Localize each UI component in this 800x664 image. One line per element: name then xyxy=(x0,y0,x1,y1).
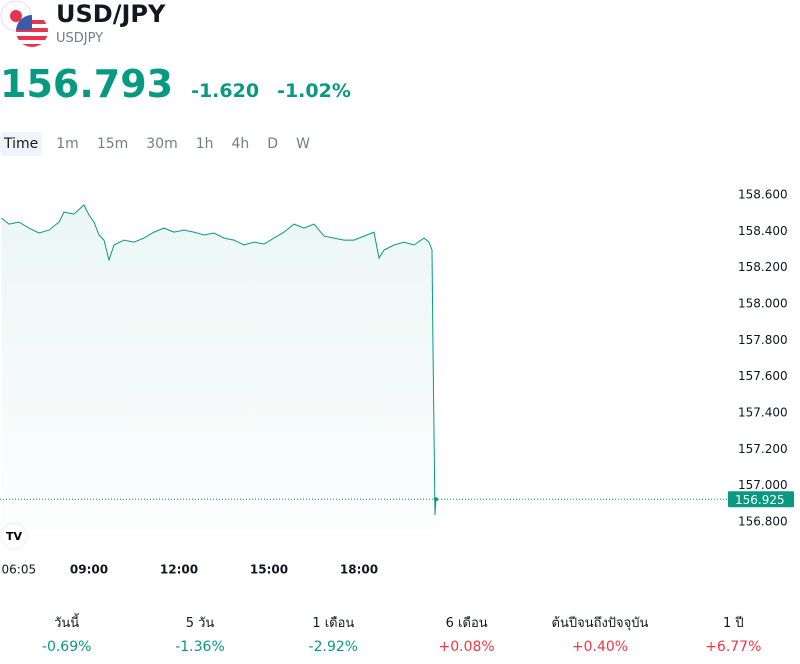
price: 156.793 xyxy=(0,62,174,106)
period-label: 5 วัน xyxy=(185,616,215,631)
interval-tab[interactable]: 1h xyxy=(195,136,214,152)
performance: วันนี้ -0.69% 5 วัน -1.36% 1 เดือน -2.92% 6 เด… xyxy=(0,612,800,655)
chart: TV 156.800 157.000 157.200 157.400 157.600 15… xyxy=(0,188,794,577)
interval-tab[interactable]: Time xyxy=(0,132,43,156)
period-change: -0.69% xyxy=(41,639,92,655)
y-tick-label: 158.200 xyxy=(738,260,788,274)
x-tick-label: 15:00 xyxy=(250,563,288,577)
symbol-code: USDJPY xyxy=(56,31,104,46)
y-tick-label: 156.800 xyxy=(738,515,788,529)
period-change: -1.36% xyxy=(175,639,225,655)
performance-cell[interactable]: 6 เดือน +0.08% xyxy=(400,612,533,655)
x-tick-label: 12:00 xyxy=(160,563,198,577)
period-change: +0.40% xyxy=(571,639,629,655)
y-tick-label: 157.200 xyxy=(738,442,788,456)
area-fill xyxy=(1,205,436,530)
y-tick-label: 158.000 xyxy=(738,297,788,311)
interval-tab[interactable]: 1m xyxy=(56,136,79,152)
period-label: ต้นปีจนถึงปัจจุบัน xyxy=(551,616,649,631)
y-tick-label: 157.800 xyxy=(738,333,788,347)
period-change: -2.92% xyxy=(308,639,359,655)
y-tick-label: 157.000 xyxy=(738,478,788,492)
last-price-label: 156.925 xyxy=(735,493,785,507)
interval-tab[interactable]: D xyxy=(267,136,279,152)
interval-tab[interactable]: 30m xyxy=(146,136,178,152)
interval-tab[interactable]: 15m xyxy=(96,136,129,152)
change: -1.620 xyxy=(191,80,260,102)
period-label: 6 เดือน xyxy=(445,616,488,631)
flag-icons xyxy=(0,0,48,47)
y-tick-label: 157.400 xyxy=(738,406,788,420)
period-change: +6.77% xyxy=(705,639,762,655)
x-tick-label: 09:00 xyxy=(70,563,108,577)
symbol-title: USD/JPY xyxy=(56,0,166,28)
y-tick-label: 158.600 xyxy=(738,188,788,202)
performance-cell[interactable]: 1 เดือน -2.92% xyxy=(267,612,400,655)
interval-tabs: Time 1m 15m 30m 1h 4h D W xyxy=(0,132,324,156)
period-label: 1 เดือน xyxy=(312,616,355,631)
y-tick-label: 157.600 xyxy=(738,369,788,383)
period-label: 1 ปี xyxy=(722,616,744,631)
performance-cell[interactable]: 5 วัน -1.36% xyxy=(133,612,266,655)
last-price-tag xyxy=(728,491,794,508)
x-tick-label: 18:00 xyxy=(340,563,378,577)
performance-cell[interactable]: วันนี้ -0.69% xyxy=(0,612,133,655)
y-tick-label: 158.400 xyxy=(738,224,788,238)
x-tick-label: 06:05 xyxy=(2,563,37,577)
interval-tab[interactable]: W xyxy=(296,136,310,152)
performance-cell[interactable]: 1 ปี +6.77% xyxy=(667,612,800,655)
interval-tab[interactable]: 4h xyxy=(231,136,250,152)
svg-text:TV: TV xyxy=(6,530,23,543)
period-change: +0.08% xyxy=(438,639,495,655)
change-percent: -1.02% xyxy=(277,80,351,102)
price-line xyxy=(1,204,437,516)
last-price-dot xyxy=(434,497,438,502)
quote: 156.793 -1.620 -1.02% xyxy=(0,62,351,106)
performance-cell[interactable]: ต้นปีจนถึงปัจจุบัน +0.40% xyxy=(533,612,666,655)
period-label: วันนี้ xyxy=(54,616,80,631)
